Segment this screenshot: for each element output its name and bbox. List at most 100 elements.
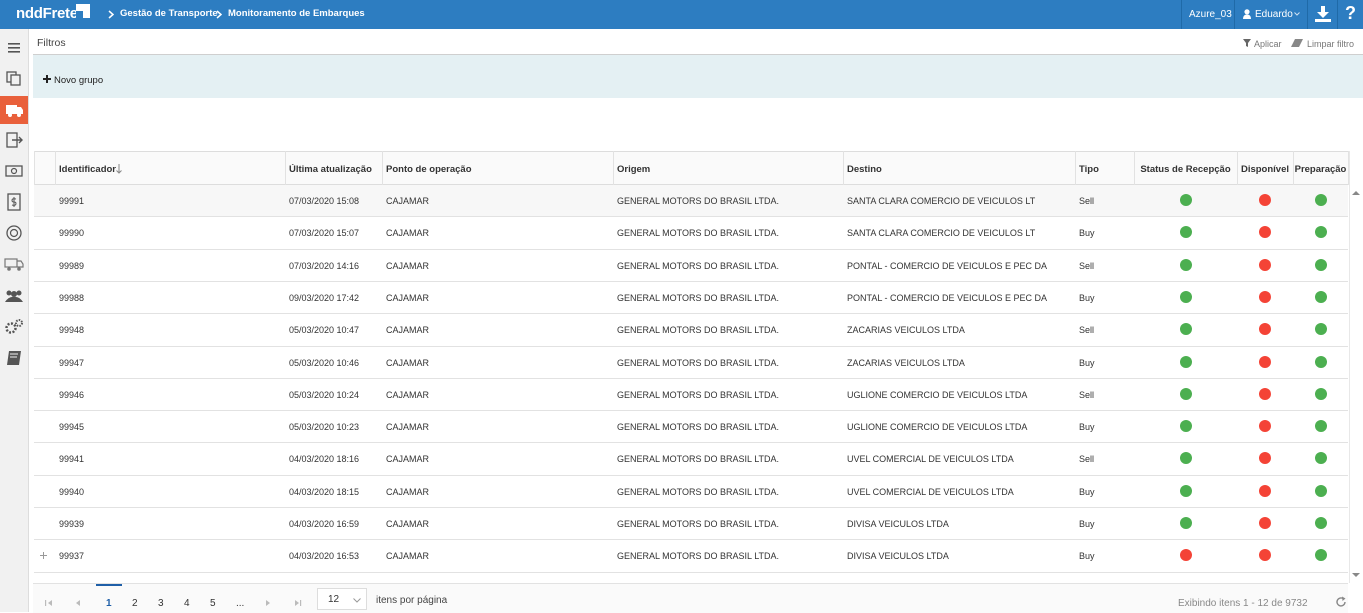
sidebar-icon [7, 193, 21, 211]
pager-summary: Exibindo itens 1 - 12 de 9732 [1178, 598, 1308, 609]
new-group-button[interactable]: Novo grupo [54, 75, 104, 86]
cell: 99990 [59, 228, 85, 239]
cell: CAJAMAR [386, 228, 430, 239]
cell: 07/03/2020 15:08 [289, 196, 360, 206]
column-header[interactable]: Disponível [1240, 164, 1290, 175]
status-dot [1179, 355, 1192, 368]
pager-arrow[interactable] [264, 599, 273, 607]
filters-bar: Filtros Aplicar Limpar filtro [33, 29, 1363, 55]
download-button[interactable] [1314, 6, 1332, 22]
cell: CAJAMAR [386, 325, 430, 336]
page-link[interactable]: 5 [210, 598, 216, 609]
sidebar-item[interactable] [0, 96, 28, 124]
sidebar [0, 29, 29, 612]
column-header[interactable]: Última atualização [289, 164, 372, 175]
cell: GENERAL MOTORS DO BRASIL LTDA. [617, 292, 780, 303]
page-link[interactable]: ... [236, 598, 245, 609]
column-divider [1237, 151, 1238, 185]
column-header[interactable]: Identificador [59, 164, 117, 175]
table-row[interactable] [34, 217, 1348, 249]
status-dot [1259, 258, 1271, 271]
table-row[interactable] [34, 185, 1348, 218]
cell: GENERAL MOTORS DO BRASIL LTDA. [617, 357, 780, 368]
status-dot [1259, 323, 1271, 336]
scroll-down[interactable] [1352, 572, 1360, 578]
cell: GENERAL MOTORS DO BRASIL LTDA. [617, 486, 780, 497]
expand-icon[interactable] [40, 552, 47, 560]
sidebar-item[interactable] [0, 250, 28, 278]
row-divider [34, 474, 1348, 476]
cell: 05/03/2020 10:24 [289, 389, 360, 400]
status-dot [1179, 387, 1192, 400]
page-link[interactable]: 2 [132, 598, 138, 609]
sidebar-item[interactable] [0, 219, 28, 247]
environment[interactable]: Azure_03 [1189, 9, 1232, 20]
table-row[interactable] [34, 282, 1348, 314]
sidebar-item[interactable] [0, 282, 28, 310]
column-header[interactable]: Origem [617, 164, 651, 175]
page-link[interactable]: 1 [106, 598, 112, 609]
row-divider [34, 507, 1348, 508]
breadcrumb[interactable]: Gestão de Transporte [120, 8, 218, 19]
cell: 99945 [59, 422, 85, 433]
cell: 99946 [59, 389, 85, 400]
status-dot [1314, 226, 1327, 239]
cell: 99939 [59, 519, 85, 529]
row-divider [34, 313, 1348, 315]
row-divider [34, 571, 1348, 573]
pager-arrow[interactable] [293, 599, 302, 607]
sidebar-item[interactable] [0, 157, 28, 185]
cell: ZACARIAS VEICULOS LTDA [847, 357, 965, 368]
table-row[interactable] [34, 443, 1348, 475]
apply-button[interactable]: Aplicar [1254, 39, 1282, 49]
pager-arrow[interactable] [45, 599, 54, 607]
cell: CAJAMAR [386, 551, 430, 562]
sidebar-item[interactable] [0, 126, 28, 154]
cell: Sell [1079, 389, 1095, 400]
cell: PONTAL - COMERCIO DE VEICULOS E PEC DA [847, 260, 1048, 271]
table-row[interactable] [34, 347, 1348, 379]
sidebar-item[interactable] [0, 313, 28, 341]
cell: 99948 [59, 325, 85, 336]
table-row[interactable] [34, 476, 1348, 508]
cell: ZACARIAS VEICULOS LTDA [847, 325, 965, 336]
scrollbar[interactable] [1349, 151, 1363, 583]
page-link[interactable]: 3 [158, 598, 164, 609]
table-row[interactable] [34, 314, 1348, 346]
cell: Sell [1079, 260, 1095, 271]
column-header[interactable]: Status de Recepção [1140, 164, 1231, 175]
dropdown-caret [1294, 12, 1300, 16]
clear-filter-button[interactable]: Limpar filtro [1307, 39, 1355, 49]
sidebar-item[interactable] [0, 34, 28, 62]
user-menu[interactable]: Eduardo [1255, 9, 1293, 20]
column-header[interactable]: Ponto de operação [386, 164, 472, 175]
pager-arrow[interactable] [73, 599, 82, 607]
column-header[interactable]: Destino [847, 164, 882, 175]
table-row[interactable] [34, 411, 1348, 443]
table-row[interactable] [34, 540, 1348, 572]
column-header[interactable]: Preparação [1294, 164, 1347, 175]
cell: Buy [1079, 357, 1095, 368]
sidebar-item[interactable] [0, 344, 28, 372]
column-divider [843, 151, 844, 185]
sidebar-item[interactable] [0, 188, 28, 216]
divider [1181, 0, 1182, 29]
page-link[interactable]: 4 [184, 598, 190, 609]
page-size-value: 12 [328, 594, 340, 605]
status-dot [1259, 355, 1271, 368]
table-row[interactable] [34, 250, 1348, 282]
logo[interactable]: nddFrete [16, 5, 78, 22]
breadcrumb-chevron [216, 10, 222, 19]
breadcrumb[interactable]: Monitoramento de Embarques [228, 8, 365, 19]
sidebar-item[interactable] [0, 64, 28, 92]
help-button[interactable]: ? [1345, 3, 1356, 23]
status-dot [1179, 549, 1192, 562]
table-row[interactable] [34, 379, 1348, 411]
scroll-up[interactable] [1352, 190, 1360, 196]
column-header[interactable]: Tipo [1079, 164, 1099, 175]
page-size-select[interactable]: 12 [317, 588, 367, 610]
cell: Buy [1079, 422, 1095, 433]
cell: 99947 [59, 357, 85, 368]
refresh-button[interactable] [1335, 596, 1347, 608]
table-row[interactable] [34, 508, 1348, 540]
